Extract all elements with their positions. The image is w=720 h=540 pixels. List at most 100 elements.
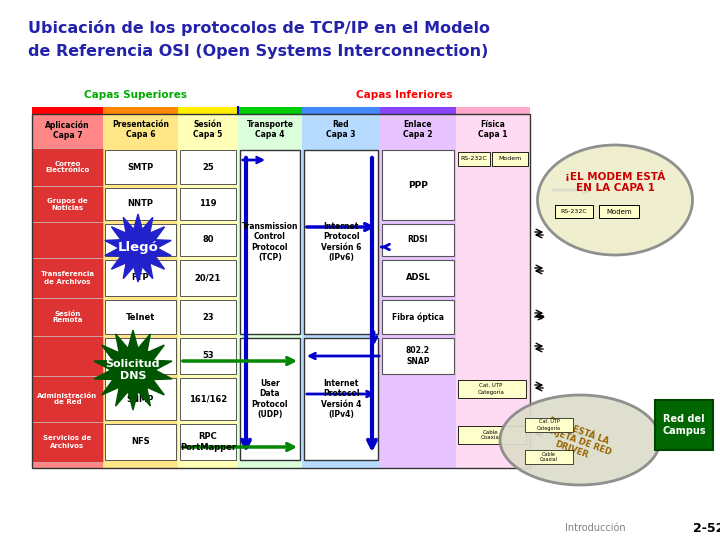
Text: Modem: Modem [606,208,632,214]
Text: 20/21: 20/21 [195,273,221,282]
Bar [105,424,176,460]
Text: Cat. UTP
Categoría: Cat. UTP Categoría [537,419,561,431]
Text: DNS: DNS [130,352,150,361]
Text: Grupos de
Noticias: Grupos de Noticias [47,198,88,211]
Bar [304,338,378,460]
Bar [105,260,176,296]
Text: AQUÍ ESTÁ LA
TARJETA DE RED
DRIVER: AQUÍ ESTÁ LA TARJETA DE RED DRIVER [534,413,616,467]
Bar [382,300,454,334]
Bar [302,114,380,468]
Text: RPC
PortMapper: RPC PortMapper [180,433,236,451]
Bar [180,188,236,220]
Text: Red
Capa 3: Red Capa 3 [326,120,356,139]
Bar [302,107,380,114]
Ellipse shape [500,395,660,485]
Text: 80: 80 [202,235,214,245]
Text: Transmission
Control
Protocol
(TCP): Transmission Control Protocol (TCP) [242,222,298,262]
Text: Solicitud
DNS: Solicitud DNS [106,359,161,381]
Bar [32,148,103,186]
Bar [32,107,103,114]
Bar [380,107,456,114]
Bar [105,300,176,334]
Bar [458,152,490,166]
Text: Aplicación
Capa 7: Aplicación Capa 7 [45,120,90,140]
Text: Introducción: Introducción [565,523,626,533]
Text: HTTP: HTTP [128,235,153,245]
Text: Modem: Modem [498,157,521,161]
Text: 802.2
SNAP: 802.2 SNAP [406,346,430,366]
Text: Enlace
Capa 2: Enlace Capa 2 [403,120,433,139]
Text: Administración
de Red: Administración de Red [37,393,98,406]
Text: User
Data
Protocol
(UDP): User Data Protocol (UDP) [252,379,288,419]
Text: RDSI: RDSI [408,235,428,245]
Text: Capas Superiores: Capas Superiores [84,90,186,100]
Bar [238,107,302,114]
Text: Fibra óptica: Fibra óptica [392,312,444,322]
Bar [555,205,593,218]
Bar [525,418,573,432]
Bar [32,336,103,376]
Bar [178,114,238,468]
Text: Telnet: Telnet [126,313,156,321]
Text: 2-52: 2-52 [693,522,720,535]
Bar [382,150,454,220]
Text: Sesión
Capa 5: Sesión Capa 5 [193,120,222,139]
Bar [655,400,713,450]
Text: Transferencia
de Archivos: Transferencia de Archivos [40,272,94,285]
Text: Internet
Protocol
Versión 6
(IPv6): Internet Protocol Versión 6 (IPv6) [321,222,361,262]
Text: Cable
Coaxial: Cable Coaxial [540,451,558,462]
Text: NNTP: NNTP [127,199,153,208]
Text: 119: 119 [199,199,217,208]
Bar [240,150,300,334]
Bar [180,424,236,460]
Bar [458,426,526,444]
Bar [180,300,236,334]
Text: Sesión
Remota: Sesión Remota [53,310,83,323]
Text: Ubicación de los protocolos de TCP/IP en el Modelo: Ubicación de los protocolos de TCP/IP en… [28,20,490,36]
Bar [380,114,456,468]
Bar [304,150,378,334]
Bar [180,378,236,420]
Text: PPP: PPP [408,180,428,190]
Bar [456,107,530,114]
Bar [32,114,103,468]
Text: SNMP: SNMP [127,395,154,403]
Bar [103,107,178,114]
Polygon shape [105,214,171,282]
Bar [32,258,103,298]
Bar [103,114,178,468]
Text: Cable
Coaxial: Cable Coaxial [481,430,501,441]
Bar [32,376,103,422]
Bar [180,150,236,184]
Bar [180,338,236,374]
Text: FTP: FTP [132,273,149,282]
Text: Correo
Electrónico: Correo Electrónico [45,160,89,173]
Bar [599,205,639,218]
Bar [525,450,573,464]
Text: 25: 25 [202,163,214,172]
Bar [492,152,528,166]
Text: RS-232C: RS-232C [561,209,588,214]
Text: Presentación
Capa 6: Presentación Capa 6 [112,120,169,139]
Text: 23: 23 [202,313,214,321]
Bar [32,114,530,468]
Text: Capas Inferiores: Capas Inferiores [356,90,452,100]
Polygon shape [94,330,172,410]
Bar [382,224,454,256]
Text: Física
Capa 1: Física Capa 1 [478,120,508,139]
Bar [238,114,302,468]
Text: Red del
Campus: Red del Campus [662,414,706,436]
Bar [178,107,238,114]
Bar [105,150,176,184]
Bar [32,222,103,258]
Bar [105,188,176,220]
Text: NFS: NFS [131,437,150,447]
Text: 53: 53 [202,352,214,361]
Bar [32,186,103,222]
Text: Internet
Protocol
Versión 4
(IPv4): Internet Protocol Versión 4 (IPv4) [321,379,361,419]
Bar [240,338,300,460]
Text: de Referencia OSI (Open Systems Interconnection): de Referencia OSI (Open Systems Intercon… [28,44,488,59]
Text: SMTP: SMTP [127,163,153,172]
Text: Servicios de
Archivos: Servicios de Archivos [43,435,91,449]
Bar [105,378,176,420]
